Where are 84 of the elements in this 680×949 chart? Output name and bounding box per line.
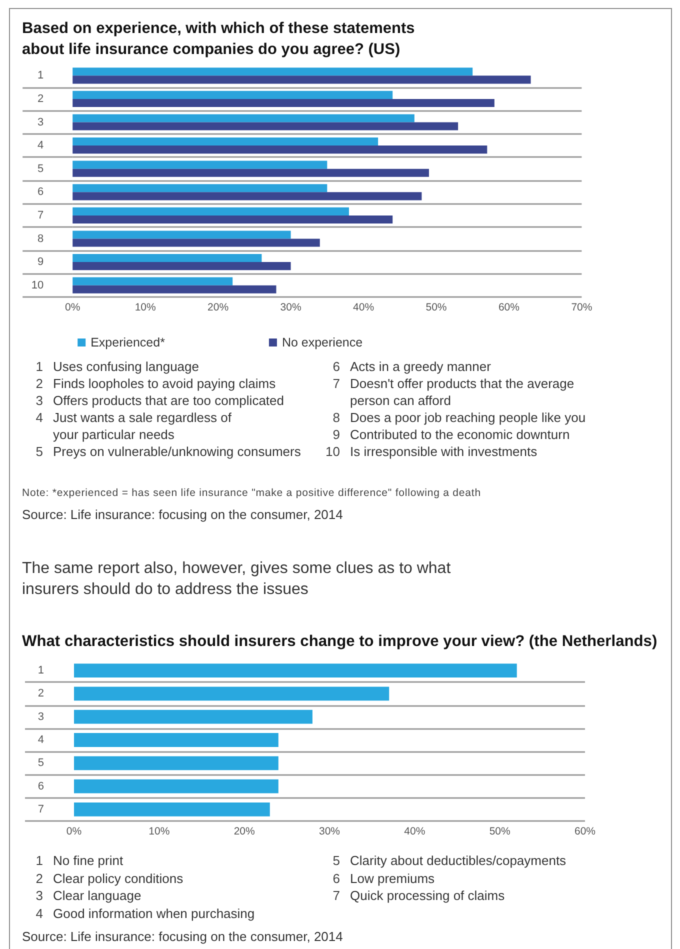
text: 1 Uses confusing language — [34, 358, 199, 375]
bar — [72, 215, 393, 224]
bar — [74, 686, 390, 701]
text: 4 Good information when purchasing — [34, 904, 255, 922]
text: 3 Offers products that are too complicated — [34, 392, 284, 409]
x-tick-label: 0% — [65, 302, 80, 314]
bar — [72, 277, 233, 286]
y-tick-label: 4 — [38, 734, 44, 746]
bar — [72, 160, 328, 169]
x-tick-label: 30% — [318, 826, 340, 838]
bar — [72, 68, 473, 76]
y-tick-label: 8 — [37, 232, 44, 245]
bar — [72, 230, 291, 239]
bar — [72, 285, 276, 294]
y-tick-label: 7 — [38, 803, 44, 816]
y-tick-label: 1 — [37, 70, 44, 82]
bar — [72, 122, 458, 130]
bar — [72, 98, 494, 107]
bar — [74, 756, 278, 770]
x-tick-label: 20% — [234, 826, 255, 838]
bar — [72, 192, 422, 200]
y-tick-label: 2 — [37, 92, 44, 105]
bar — [72, 238, 320, 247]
bar — [74, 779, 278, 794]
bar — [72, 207, 349, 216]
text: 4 Just wants a sale regardless of your particular needs — [34, 409, 232, 443]
text: 2 Clear policy conditions — [34, 870, 184, 887]
text: 7 Doesn't offer products that the average person can afford — [332, 375, 574, 409]
y-tick-label: 4 — [37, 140, 44, 152]
bar — [74, 664, 517, 678]
legend-label: No experience — [282, 336, 363, 350]
y-tick-label: 10 — [31, 279, 44, 292]
x-tick-label: 40% — [404, 826, 426, 838]
x-tick-label: 0% — [66, 826, 82, 838]
y-tick-label: 5 — [37, 162, 44, 175]
bar — [72, 114, 414, 122]
y-tick-label: 6 — [37, 186, 44, 198]
y-tick-label: 3 — [37, 116, 44, 128]
chart-title: Based on experience, with which of these statements about life insurance companies do you agree? (US) — [22, 19, 416, 60]
source-note: Source: Life insurance: focusing on the consumer, 2014 — [22, 507, 344, 523]
text: 2 Finds loopholes to avoid paying claims — [34, 375, 276, 392]
text: 9 Contributed to the economic downturn — [332, 426, 570, 443]
source-note: Source: Life insurance: focusing on the consumer, 2014 — [22, 929, 344, 945]
x-tick-label: 60% — [574, 826, 596, 838]
bar — [72, 76, 531, 84]
bar — [74, 802, 270, 816]
x-tick-label: 40% — [353, 302, 374, 314]
bar — [72, 138, 378, 146]
bar — [72, 146, 488, 154]
bar — [72, 262, 291, 270]
x-tick-label: 30% — [280, 302, 302, 314]
x-tick-label: 70% — [571, 302, 592, 314]
chart-title: What characteristics should insurers change to improve your view? (the Netherlands) — [22, 632, 658, 652]
x-tick-label: 60% — [498, 302, 520, 314]
y-tick-label: 1 — [38, 664, 44, 677]
chart-subtitle: The same report also, however, gives some clues as to what insurers should do to address the issues — [22, 559, 452, 600]
x-tick-label: 10% — [148, 826, 170, 838]
text: 7 Quick processing of claims — [332, 887, 505, 904]
text: 5 Clarity about deductibles/copayments — [332, 852, 566, 870]
legend-label: Experienced* — [90, 336, 166, 350]
bar — [74, 710, 312, 724]
text: 5 Preys on vulnerable/unknowing consumers — [34, 443, 301, 460]
text: 1 No fine print — [34, 852, 124, 870]
bar — [72, 90, 393, 99]
text: 6 Acts in a greedy manner — [332, 358, 491, 375]
x-tick-label: 50% — [426, 302, 447, 314]
y-tick-label: 7 — [37, 209, 44, 222]
text: 3 Clear language — [34, 887, 142, 904]
text: Note: *experienced = has seen life insurance "make a positive difference" following a death — [22, 487, 482, 500]
bar — [72, 184, 328, 192]
text: 8 Does a poor job reaching people like you — [332, 409, 586, 426]
x-tick-label: 20% — [208, 302, 229, 314]
y-tick-label: 6 — [38, 780, 44, 792]
y-tick-label: 5 — [38, 757, 44, 770]
bar — [72, 168, 429, 177]
x-tick-label: 10% — [134, 302, 156, 314]
text: 10 Is irresponsible with investments — [324, 443, 538, 460]
x-tick-label: 50% — [489, 826, 510, 838]
bar — [72, 254, 262, 262]
y-tick-label: 3 — [38, 710, 44, 723]
y-tick-label: 2 — [38, 688, 44, 700]
bar — [74, 733, 278, 747]
y-tick-label: 9 — [37, 256, 44, 268]
text: 6 Low premiums — [332, 870, 435, 887]
